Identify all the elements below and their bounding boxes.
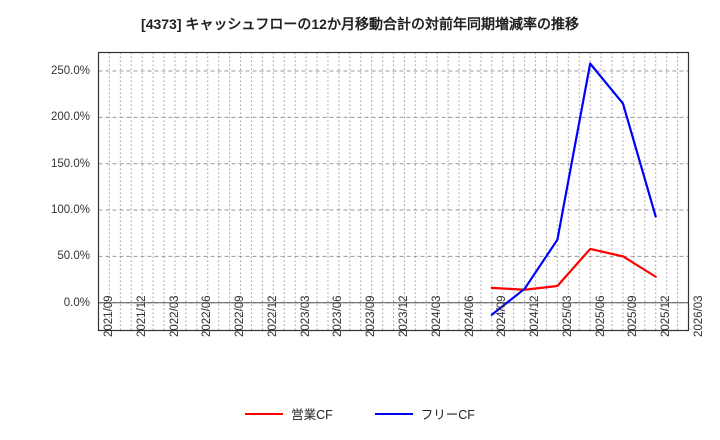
legend-item[interactable]: 営業CF xyxy=(245,404,333,423)
x-axis-tick-label: 2025/12 xyxy=(660,294,673,337)
x-axis-tick-label: 2025/06 xyxy=(594,294,607,337)
grid-lines-vertical xyxy=(108,52,679,331)
legend-item[interactable]: フリーCF xyxy=(374,404,475,423)
x-axis-tick-label: 2022/06 xyxy=(201,294,214,337)
x-axis-tick-label: 2025/09 xyxy=(627,294,640,337)
data-series-lines xyxy=(490,62,657,316)
x-axis-tick-label: 2023/03 xyxy=(299,294,312,337)
legend-item-label: フリーCF xyxy=(420,408,475,422)
x-axis-tick-label: 2022/12 xyxy=(266,294,279,337)
y-axis-tick-label: 150.0% xyxy=(50,157,90,170)
x-axis-tick-label: 2023/06 xyxy=(332,294,345,337)
x-axis-tick-label: 2022/09 xyxy=(234,294,247,337)
x-axis-tick-label: 2021/12 xyxy=(135,294,148,337)
series-line-フリーCF xyxy=(490,62,657,316)
chart-legend: 営業CF フリーCF xyxy=(0,404,720,423)
x-axis-tick-label: 2026/03 xyxy=(693,294,705,337)
y-axis-tick-label: 200.0% xyxy=(50,111,90,124)
x-axis-tick-label: 2024/12 xyxy=(529,294,542,337)
legend-item-label: 営業CF xyxy=(291,408,333,422)
x-axis-tick-label: 2023/12 xyxy=(398,294,410,337)
series-line-営業CF xyxy=(490,247,657,291)
legend-color-swatch xyxy=(374,412,413,415)
x-axis-tick-label: 2023/09 xyxy=(365,294,378,337)
x-axis-tick-label: 2024/09 xyxy=(496,294,509,337)
x-axis-tick-label: 2022/03 xyxy=(168,294,181,337)
plot-frame xyxy=(97,51,690,332)
x-axis-tick-label: 2021/09 xyxy=(103,294,115,337)
x-axis-tick-label: 2024/06 xyxy=(463,294,476,337)
legend-color-swatch xyxy=(245,412,284,415)
y-axis-tick-label: 250.0% xyxy=(50,65,90,78)
y-axis-tick-label: 0.0% xyxy=(63,296,90,309)
y-axis-tick-label: 100.0% xyxy=(50,204,90,217)
chart-title: [4373] キャッシュフローの12か月移動合計の対前年同期増減率の推移 xyxy=(141,16,579,32)
y-axis-tick-label: 50.0% xyxy=(57,250,90,263)
x-axis-tick-label: 2024/03 xyxy=(430,294,443,337)
x-axis-tick-label: 2025/03 xyxy=(561,294,574,337)
